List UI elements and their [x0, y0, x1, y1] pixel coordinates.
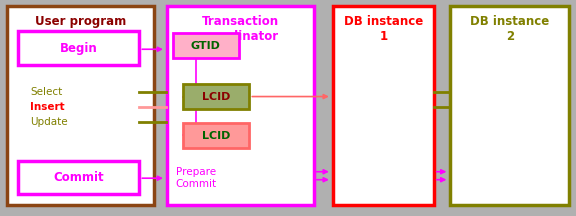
Text: Select: Select [30, 87, 62, 97]
FancyBboxPatch shape [167, 6, 314, 205]
Text: GTID: GTID [191, 41, 221, 51]
Text: DB instance
1: DB instance 1 [344, 15, 423, 43]
Text: LCID: LCID [202, 130, 230, 141]
Text: LCID: LCID [202, 92, 230, 102]
Text: DB instance
2: DB instance 2 [470, 15, 550, 43]
FancyBboxPatch shape [183, 123, 249, 148]
FancyBboxPatch shape [18, 31, 139, 65]
Text: Begin: Begin [60, 41, 98, 55]
FancyBboxPatch shape [173, 33, 239, 58]
Text: Prepare
Commit: Prepare Commit [176, 167, 217, 189]
FancyBboxPatch shape [333, 6, 434, 205]
FancyBboxPatch shape [7, 6, 154, 205]
Text: Commit: Commit [54, 171, 104, 184]
Text: User program: User program [35, 15, 126, 28]
Text: Insert: Insert [30, 102, 65, 112]
FancyBboxPatch shape [183, 84, 249, 109]
Text: Transaction
coordinator: Transaction coordinator [202, 15, 279, 43]
Text: Update: Update [30, 117, 67, 127]
FancyBboxPatch shape [450, 6, 569, 205]
FancyBboxPatch shape [18, 161, 139, 194]
